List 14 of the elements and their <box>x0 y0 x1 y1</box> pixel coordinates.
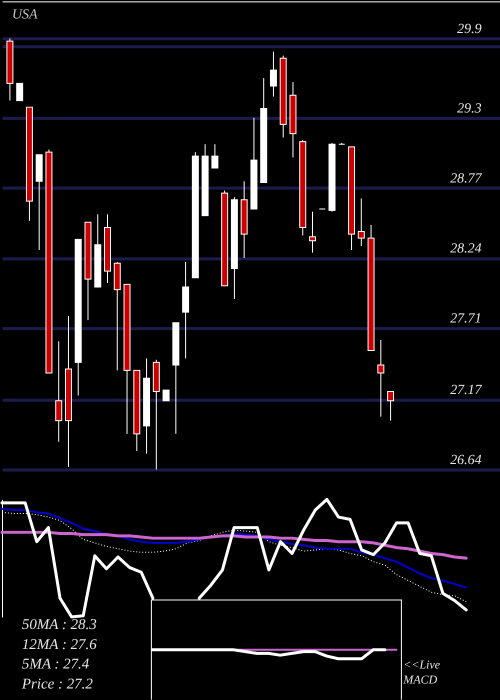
text: 5MA : 27.4 <box>22 656 90 673</box>
y-tick-label: 28.24 <box>450 241 482 256</box>
y-tick-label: 29.9 <box>457 22 482 37</box>
y-tick-label: 27.17 <box>450 382 483 398</box>
y-tick-label: 27.71 <box>450 312 482 327</box>
text: Price : 27.2 <box>20 676 94 693</box>
y-tick-label: 28.77 <box>450 171 483 186</box>
chart-title: USA <box>12 7 38 22</box>
y-tick-label: 29.3 <box>457 101 482 116</box>
text: <<Live <box>403 658 441 672</box>
y-tick-label: 26.64 <box>450 453 482 468</box>
annotation: 50MA : 28.3 <box>22 616 97 633</box>
text: MACD <box>402 672 438 687</box>
text: 12MA : 27.6 <box>22 636 98 653</box>
